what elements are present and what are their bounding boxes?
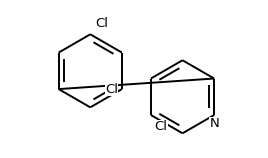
- Text: N: N: [209, 117, 219, 130]
- Text: Cl: Cl: [155, 120, 168, 133]
- Text: Cl: Cl: [95, 17, 108, 30]
- Text: Cl: Cl: [105, 83, 118, 96]
